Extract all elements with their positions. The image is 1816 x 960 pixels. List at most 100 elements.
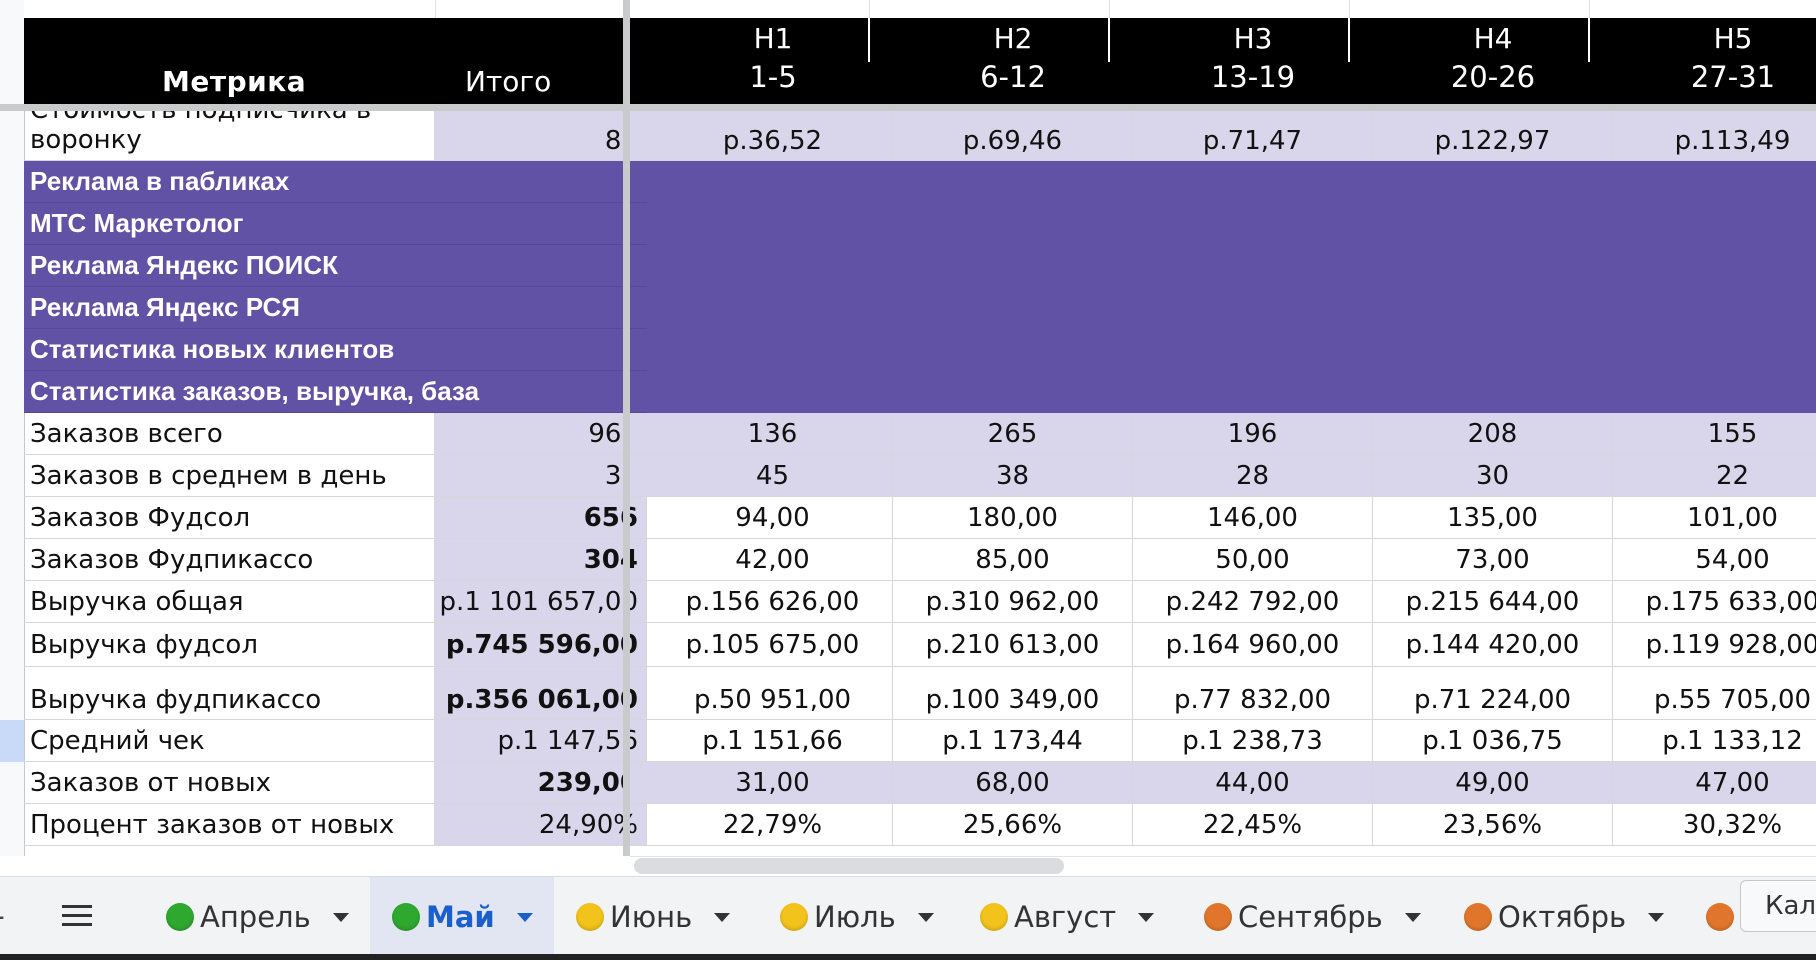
week-cell[interactable]: 146,00 — [1133, 497, 1373, 539]
week-cell[interactable]: 73,00 — [1373, 539, 1613, 581]
total-cell[interactable]: 239,00 — [435, 762, 647, 804]
metric-cell[interactable]: Заказов Фудпикассо — [24, 539, 435, 581]
week-cell[interactable]: 68,00 — [893, 762, 1133, 804]
week-cell[interactable]: 44,00 — [1133, 762, 1373, 804]
metric-cell[interactable]: Заказов от новых — [24, 762, 435, 804]
week-cell[interactable]: 208 — [1373, 413, 1613, 455]
section-title[interactable]: Статистика новых клиентов — [24, 329, 647, 371]
week-cell[interactable]: 47,00 — [1613, 762, 1816, 804]
week-cell[interactable]: 155 — [1613, 413, 1816, 455]
week-cell[interactable]: 50,00 — [1133, 539, 1373, 581]
calendar-tab-button[interactable]: Кал — [1740, 880, 1816, 932]
week-cell[interactable]: 45 — [630, 455, 893, 497]
week-cell[interactable]: р.144 420,00 — [1373, 623, 1613, 667]
frozen-rows-divider[interactable] — [0, 104, 1816, 111]
caret-down-icon[interactable] — [1404, 912, 1421, 922]
week-cell[interactable]: р.105 675,00 — [630, 623, 893, 667]
caret-down-icon[interactable] — [1138, 912, 1155, 922]
week-cell[interactable]: р.1 133,12 — [1613, 720, 1816, 762]
week-cell[interactable]: 30,32% — [1613, 804, 1816, 846]
metric-cell[interactable]: Выручка фудсол — [24, 623, 435, 667]
week-cell[interactable]: 28 — [1133, 455, 1373, 497]
metric-cell[interactable]: Стоимость подписчика вворонку — [24, 111, 435, 161]
spreadsheet-grid[interactable]: Метрика Итого Н1 1-5 Н2 6-12 Н3 13-19 Н4 20-… — [0, 0, 1816, 856]
week-cell[interactable]: 180,00 — [893, 497, 1133, 539]
week-cell[interactable]: р.119 928,00 — [1613, 623, 1816, 667]
week-cell[interactable]: р.122,97 — [1373, 111, 1613, 161]
week-cell[interactable]: 30 — [1373, 455, 1613, 497]
total-cell[interactable]: 960 — [435, 413, 647, 455]
caret-down-icon[interactable] — [917, 912, 934, 922]
header-week-4[interactable]: Н4 20-26 — [1450, 22, 1536, 94]
week-cell[interactable]: р.50 951,00 — [630, 667, 893, 720]
week-cell[interactable]: р.1 238,73 — [1133, 720, 1373, 762]
week-cell[interactable]: р.55 705,00 — [1613, 667, 1816, 720]
week-cell[interactable]: р.210 613,00 — [893, 623, 1133, 667]
caret-down-icon[interactable] — [516, 912, 533, 922]
header-week-5[interactable]: Н5 27-31 — [1690, 22, 1776, 94]
week-cell[interactable]: 49,00 — [1373, 762, 1613, 804]
frozen-columns-divider[interactable] — [623, 0, 630, 856]
week-cell[interactable]: р.1 173,44 — [893, 720, 1133, 762]
week-cell[interactable]: р.69,46 — [893, 111, 1133, 161]
metric-cell[interactable]: Процент заказов от новых — [24, 804, 435, 846]
week-cell[interactable]: р.71,47 — [1133, 111, 1373, 161]
week-cell[interactable]: 22,79% — [630, 804, 893, 846]
week-cell[interactable]: 85,00 — [893, 539, 1133, 581]
header-week-1[interactable]: Н1 1-5 — [749, 22, 797, 94]
week-cell[interactable]: р.71 224,00 — [1373, 667, 1613, 720]
total-cell[interactable]: р.1 147,56 — [435, 720, 647, 762]
week-cell[interactable]: 265 — [893, 413, 1133, 455]
week-cell[interactable]: 54,00 — [1613, 539, 1816, 581]
caret-down-icon[interactable] — [714, 912, 731, 922]
header-total[interactable]: Итого — [465, 65, 552, 98]
metric-cell[interactable]: Заказов Фудсол — [24, 497, 435, 539]
metric-cell[interactable]: Средний чек — [24, 720, 435, 762]
week-cell[interactable]: 38 — [893, 455, 1133, 497]
tab-partial[interactable] — [1706, 877, 1746, 957]
week-cell[interactable]: 101,00 — [1613, 497, 1816, 539]
metric-cell[interactable]: Заказов в среднем в день — [24, 455, 435, 497]
section-title[interactable]: Реклама в пабликах — [24, 161, 647, 203]
tab-october[interactable]: Октябрь — [1450, 877, 1694, 957]
week-cell[interactable]: 196 — [1133, 413, 1373, 455]
total-cell[interactable]: р.1 101 657,00 — [435, 581, 647, 623]
tab-july[interactable]: Июль — [766, 877, 970, 957]
header-week-2[interactable]: Н2 6-12 — [980, 22, 1046, 94]
hamburger-menu-icon[interactable] — [56, 893, 100, 937]
tab-june[interactable]: Июнь — [562, 877, 766, 957]
total-cell[interactable]: 24,90% — [435, 804, 647, 846]
total-cell[interactable]: 656 — [435, 497, 647, 539]
week-cell[interactable]: 31,00 — [630, 762, 893, 804]
week-cell[interactable]: 22 — [1613, 455, 1816, 497]
total-cell[interactable]: р.745 596,00 — [435, 623, 647, 667]
section-title[interactable]: Статистика заказов, выручка, база — [24, 371, 647, 413]
week-cell[interactable]: р.77 832,00 — [1133, 667, 1373, 720]
week-cell[interactable]: р.156 626,00 — [630, 581, 893, 623]
tab-may[interactable]: Май — [370, 877, 554, 957]
metric-cell[interactable]: Заказов всего — [24, 413, 435, 455]
section-title[interactable]: Реклама Яндекс ПОИСК — [24, 245, 647, 287]
total-cell[interactable]: р.356 061,00 — [435, 667, 647, 720]
total-cell[interactable]: 304 — [435, 539, 647, 581]
week-cell[interactable]: 25,66% — [893, 804, 1133, 846]
scroll-left-icon[interactable]: - — [0, 899, 5, 934]
tab-april[interactable]: Апрель — [150, 877, 366, 957]
week-cell[interactable]: р.36,52 — [630, 111, 893, 161]
header-week-3[interactable]: Н3 13-19 — [1210, 22, 1296, 94]
tab-august[interactable]: Август — [966, 877, 1190, 957]
header-metric[interactable]: Метрика — [162, 65, 307, 98]
week-cell[interactable]: р.113,49 — [1613, 111, 1816, 161]
week-cell[interactable]: р.175 633,00 — [1613, 581, 1816, 623]
row-header-column[interactable] — [0, 0, 25, 856]
week-cell[interactable]: 42,00 — [630, 539, 893, 581]
total-cell[interactable]: 83 — [435, 111, 647, 161]
week-cell[interactable]: р.100 349,00 — [893, 667, 1133, 720]
tab-september[interactable]: Сентябрь — [1190, 877, 1444, 957]
week-cell[interactable]: р.1 036,75 — [1373, 720, 1613, 762]
week-cell[interactable]: р.242 792,00 — [1133, 581, 1373, 623]
caret-down-icon[interactable] — [332, 912, 349, 922]
caret-down-icon[interactable] — [1648, 912, 1665, 922]
section-title[interactable]: Реклама Яндекс РСЯ — [24, 287, 647, 329]
metric-cell[interactable]: Выручка фудпикассо — [24, 667, 435, 720]
